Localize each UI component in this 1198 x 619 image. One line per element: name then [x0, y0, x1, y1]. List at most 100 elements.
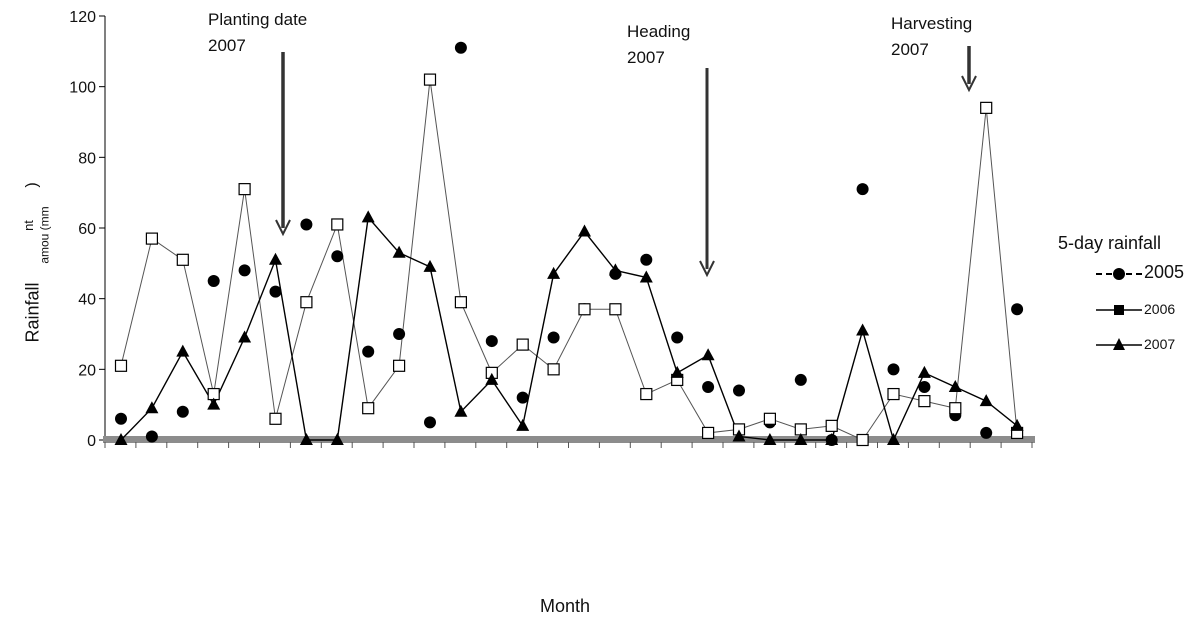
data-point-2006: [887, 387, 900, 401]
data-point-2006: [393, 359, 406, 372]
data-point-2005: [485, 335, 498, 348]
data-point-2006: [176, 253, 189, 266]
y-axis-label: Rainfall amou (mm ) nt: [20, 170, 52, 420]
data-point-2006: [331, 218, 344, 231]
y-tick-label: 40: [78, 292, 96, 309]
data-point-2005: [207, 275, 220, 287]
data-point-2005: [671, 331, 684, 344]
data-point-2007: [423, 259, 437, 272]
data-point-2006: [145, 232, 158, 245]
data-point-2007: [887, 433, 900, 445]
data-point-2005: [887, 363, 900, 376]
y-tick-label: 60: [78, 221, 96, 238]
annotation-arrow-head: [699, 260, 715, 278]
data-point-2007: [145, 401, 159, 414]
annotation-arrow-head: [961, 75, 977, 93]
series-line-2006: [120, 79, 1018, 441]
data-point-2006: [423, 73, 437, 86]
legend-label: 2007: [1144, 336, 1176, 352]
annotation-planting: Planting date 2007: [208, 7, 307, 59]
data-point-2007: [917, 365, 931, 378]
data-point-2005: [918, 381, 931, 393]
data-point-2005: [702, 381, 715, 393]
annotation-harvesting: Harvesting 2007: [891, 11, 972, 63]
y-axis-label-fragment: amou (mm: [37, 206, 52, 264]
legend-item-2005: 2005: [1094, 262, 1198, 286]
data-point-2007: [701, 348, 715, 361]
data-point-2006: [114, 359, 128, 372]
data-point-2006: [980, 101, 993, 114]
data-point-2006: [701, 426, 715, 440]
data-point-2005: [362, 345, 375, 358]
annotation-line: Harvesting: [891, 14, 973, 33]
y-tick-label: 0: [87, 433, 96, 450]
data-point-2007: [114, 433, 128, 445]
data-point-2006: [763, 412, 777, 425]
data-point-2005: [794, 373, 807, 386]
data-point-2005: [393, 328, 406, 340]
data-point-2007: [763, 433, 777, 445]
data-point-2006: [547, 363, 560, 376]
y-tick-label: 120: [69, 9, 96, 26]
data-point-2007: [825, 433, 839, 445]
data-point-2007: [454, 404, 468, 417]
series-line-2007: [120, 215, 1018, 443]
data-point-2006: [640, 387, 653, 401]
data-point-2006: [856, 433, 869, 447]
y-axis-label-fragment: nt: [20, 220, 36, 231]
legend-title: 5-day rainfall: [1058, 233, 1162, 253]
legend-swatch-square: [1096, 305, 1142, 315]
data-point-2005: [856, 183, 869, 196]
annotation-line: 2007: [891, 40, 929, 59]
data-point-2007: [330, 433, 344, 445]
data-point-2005: [980, 426, 993, 439]
legend-label: 2005: [1144, 262, 1185, 282]
data-point-2007: [578, 224, 591, 237]
data-point-2007: [176, 344, 190, 357]
data-point-2005: [424, 416, 436, 429]
data-point-2006: [300, 296, 313, 309]
data-point-2006: [825, 419, 838, 432]
data-point-2007: [1010, 418, 1024, 431]
data-point-2007: [608, 263, 622, 276]
data-point-2006: [362, 402, 375, 415]
annotation-line: 2007: [208, 36, 246, 55]
data-point-2005: [547, 331, 560, 344]
data-point-2005: [269, 285, 282, 298]
data-point-2005: [145, 430, 158, 443]
data-point-2005: [516, 391, 529, 404]
data-point-2006: [269, 412, 282, 425]
annotation-heading: Heading 2007: [627, 19, 690, 71]
data-point-2007: [361, 210, 375, 223]
data-point-2007: [794, 433, 808, 445]
data-point-2005: [300, 218, 313, 231]
data-point-2007: [485, 372, 499, 385]
y-tick-label: 100: [69, 80, 96, 97]
data-point-2005: [733, 384, 745, 397]
data-point-2007: [732, 429, 746, 442]
data-point-2006: [454, 296, 467, 309]
data-point-2007: [670, 365, 684, 378]
y-tick-label: 20: [78, 362, 96, 379]
data-point-2006: [516, 338, 529, 351]
annotation-arrow-head: [275, 219, 291, 237]
data-point-2006: [578, 303, 591, 316]
data-point-2007: [856, 323, 870, 336]
data-point-2007: [639, 270, 653, 283]
legend-item-2007: 2007: [1094, 333, 1198, 357]
data-point-2005: [176, 405, 189, 418]
legend-swatch-circle: [1096, 268, 1142, 280]
data-point-2007: [238, 330, 252, 343]
data-point-2005: [1011, 303, 1024, 316]
data-point-2005: [238, 264, 251, 277]
data-point-2007: [392, 245, 406, 258]
data-point-2006: [949, 402, 962, 415]
data-point-2007: [207, 397, 221, 410]
data-point-2007: [516, 418, 530, 431]
annotation-line: Heading: [627, 22, 691, 41]
data-point-2007: [948, 380, 962, 392]
data-point-2005: [115, 412, 127, 425]
legend-item-2006: 2006: [1094, 298, 1198, 322]
data-point-2007: [979, 394, 993, 407]
